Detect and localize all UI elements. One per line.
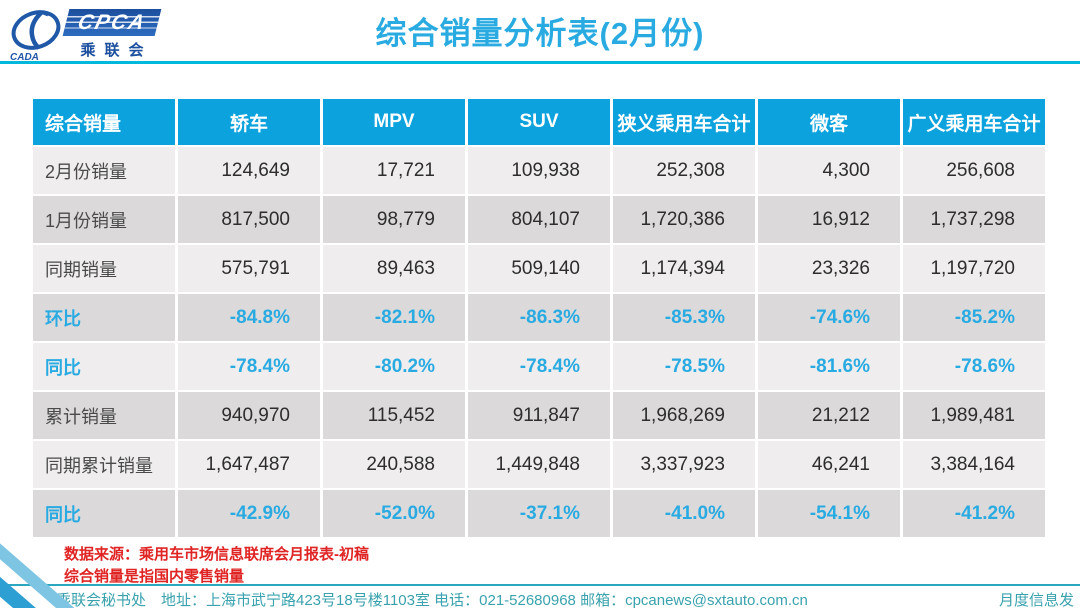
cada-emblem-icon: CADA bbox=[10, 10, 61, 63]
table-row: 累计销量 940,970 115,452 911,847 1,968,269 21,212… bbox=[33, 392, 1045, 439]
cell-value: -54.1% bbox=[758, 490, 900, 537]
page-title: 综合销量分析表(2月份) bbox=[375, 16, 705, 51]
cell-value: -78.6% bbox=[903, 343, 1045, 390]
note-data-source: 数据来源：乘用车市场信息联席会月报表-初稿 bbox=[64, 546, 369, 563]
cell-value: 3,337,923 bbox=[613, 441, 755, 488]
table-header-col: 轿车 bbox=[178, 99, 320, 145]
cell-value: 21,212 bbox=[758, 392, 900, 439]
cada-label: CADA bbox=[10, 52, 39, 63]
cell-value: -42.9% bbox=[178, 490, 320, 537]
table-row: 同期销量 575,791 89,463 509,140 1,174,394 23,326 1… bbox=[33, 245, 1045, 292]
cell-value: -78.4% bbox=[468, 343, 610, 390]
cell-value: -74.6% bbox=[758, 294, 900, 341]
cell-value: 940,970 bbox=[178, 392, 320, 439]
footer-contact: 乘联会秘书处 地址：上海市武宁路423号18号楼1103室 电话：021-526… bbox=[56, 592, 808, 609]
cell-value: 911,847 bbox=[468, 392, 610, 439]
footer-divider bbox=[0, 584, 1080, 586]
cell-value: -78.5% bbox=[613, 343, 755, 390]
footer-publication: 月度信息发 bbox=[998, 592, 1074, 609]
cell-value: 509,140 bbox=[468, 245, 610, 292]
cell-value: 4,300 bbox=[758, 147, 900, 194]
table-header-col: SUV bbox=[468, 99, 610, 145]
table-row: 1月份销量 817,500 98,779 804,107 1,720,386 16,912… bbox=[33, 196, 1045, 243]
cell-value: 252,308 bbox=[613, 147, 755, 194]
table-header-rowlabel: 综合销量 bbox=[33, 99, 175, 145]
org-name: 乘联会 bbox=[80, 42, 153, 59]
cell-value: 256,608 bbox=[903, 147, 1045, 194]
cell-value: -78.4% bbox=[178, 343, 320, 390]
cell-value: 3,384,164 bbox=[903, 441, 1045, 488]
cell-value: 817,500 bbox=[178, 196, 320, 243]
header-divider bbox=[0, 61, 1080, 64]
row-label: 同比 bbox=[33, 343, 175, 390]
cell-value: -85.3% bbox=[613, 294, 755, 341]
cell-value: 1,737,298 bbox=[903, 196, 1045, 243]
table-body: 2月份销量 124,649 17,721 109,938 252,308 4,300 256… bbox=[33, 147, 1045, 537]
cpca-wordmark: CPCA 乘联会 bbox=[62, 9, 162, 60]
row-label: 环比 bbox=[33, 294, 175, 341]
row-label: 同比 bbox=[33, 490, 175, 537]
cell-value: 1,197,720 bbox=[903, 245, 1045, 292]
cell-value: 46,241 bbox=[758, 441, 900, 488]
cell-value: 98,779 bbox=[323, 196, 465, 243]
cell-value: -85.2% bbox=[903, 294, 1045, 341]
row-label: 同期销量 bbox=[33, 245, 175, 292]
cell-value: 240,588 bbox=[323, 441, 465, 488]
sales-table: 综合销量 轿车 MPV SUV 狭义乘用车合计 微客 广义乘用车合计 2月份销量 124,64… bbox=[30, 97, 1048, 539]
table-row: 环比 -84.8% -82.1% -86.3% -85.3% -74.6% -85.2% bbox=[33, 294, 1045, 341]
row-label: 累计销量 bbox=[33, 392, 175, 439]
cell-value: 17,721 bbox=[323, 147, 465, 194]
cell-value: 23,326 bbox=[758, 245, 900, 292]
cell-value: -52.0% bbox=[323, 490, 465, 537]
table-header-col: MPV bbox=[323, 99, 465, 145]
cell-value: 124,649 bbox=[178, 147, 320, 194]
table-header-col: 微客 bbox=[758, 99, 900, 145]
cell-value: 804,107 bbox=[468, 196, 610, 243]
row-label: 同期累计销量 bbox=[33, 441, 175, 488]
cell-value: -84.8% bbox=[178, 294, 320, 341]
cell-value: 16,912 bbox=[758, 196, 900, 243]
cell-value: 1,968,269 bbox=[613, 392, 755, 439]
table-header-row: 综合销量 轿车 MPV SUV 狭义乘用车合计 微客 广义乘用车合计 bbox=[33, 99, 1045, 145]
cell-value: 1,174,394 bbox=[613, 245, 755, 292]
cell-value: 89,463 bbox=[323, 245, 465, 292]
cell-value: -37.1% bbox=[468, 490, 610, 537]
row-label: 2月份销量 bbox=[33, 147, 175, 194]
cell-value: 1,449,848 bbox=[468, 441, 610, 488]
table-row: 同比 -42.9% -52.0% -37.1% -41.0% -54.1% -41.2% bbox=[33, 490, 1045, 537]
table-row: 同期累计销量 1,647,487 240,588 1,449,848 3,337,923… bbox=[33, 441, 1045, 488]
cell-value: -41.0% bbox=[613, 490, 755, 537]
table-row: 2月份销量 124,649 17,721 109,938 252,308 4,300 256… bbox=[33, 147, 1045, 194]
cell-value: 115,452 bbox=[323, 392, 465, 439]
cell-value: 1,720,386 bbox=[613, 196, 755, 243]
cell-value: 109,938 bbox=[468, 147, 610, 194]
cell-value: -80.2% bbox=[323, 343, 465, 390]
cell-value: 1,989,481 bbox=[903, 392, 1045, 439]
cpca-logo: CADA CPCA 乘联会 bbox=[8, 5, 162, 63]
cell-value: 575,791 bbox=[178, 245, 320, 292]
corner-ribbon-decoration bbox=[0, 534, 100, 608]
cell-value: -81.6% bbox=[758, 343, 900, 390]
row-label: 1月份销量 bbox=[33, 196, 175, 243]
table-header-col: 狭义乘用车合计 bbox=[613, 99, 755, 145]
cell-value: 1,647,487 bbox=[178, 441, 320, 488]
cell-value: -86.3% bbox=[468, 294, 610, 341]
table-header-col: 广义乘用车合计 bbox=[903, 99, 1045, 145]
note-definition: 综合销量是指国内零售销量 bbox=[64, 568, 245, 585]
cell-value: -82.1% bbox=[323, 294, 465, 341]
cell-value: -41.2% bbox=[903, 490, 1045, 537]
table-row: 同比 -78.4% -80.2% -78.4% -78.5% -81.6% -78.6% bbox=[33, 343, 1045, 390]
